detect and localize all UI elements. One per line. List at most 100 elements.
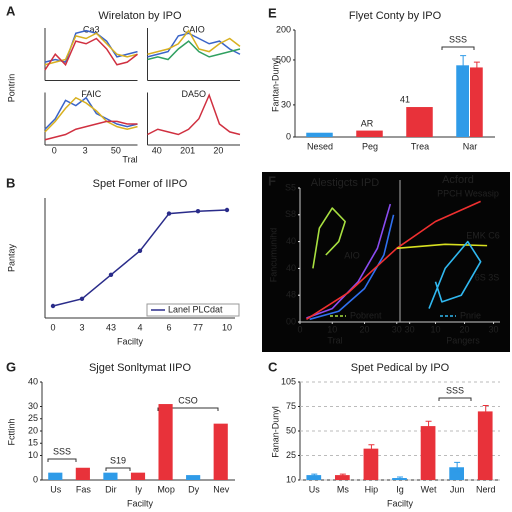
x-tick-label: 20: [213, 145, 223, 155]
line: [52, 209, 228, 307]
x-tick-label: Peg: [362, 141, 378, 151]
y-tick-label: S5: [285, 182, 296, 192]
x-tick-label: Wet: [421, 484, 437, 494]
x-tick-label: Hip: [365, 484, 379, 494]
error-bar: [368, 444, 375, 454]
annotation: PPCH Wesasip: [437, 188, 499, 198]
x-tick-label: Trea: [411, 141, 429, 151]
x-tick-label: 6: [166, 322, 171, 332]
x-tick-label: Dy: [188, 484, 199, 494]
x-tick-label: Nesed: [307, 141, 333, 151]
x-axis-label: Tral: [327, 335, 342, 345]
bar: [406, 107, 433, 137]
bar: [130, 472, 146, 480]
bar: [48, 472, 63, 480]
y-tick-label: 40: [286, 236, 296, 246]
x-tick-label: 30: [392, 324, 402, 334]
y-tick-label: 25: [286, 450, 296, 460]
chart-title: Spet Pedical by IPO: [351, 362, 450, 374]
x-tick-label: 30: [489, 324, 499, 334]
annotation: SSS: [53, 446, 71, 456]
line: [147, 32, 241, 58]
y-tick-label: 50: [286, 425, 296, 435]
line: [147, 93, 241, 136]
y-tick-label: 48: [286, 290, 296, 300]
point: [79, 296, 85, 301]
bracket: [441, 46, 475, 50]
y-tick-label: 00: [286, 316, 296, 326]
x-tick-label: 0: [52, 145, 57, 155]
subplot-label: Ca3: [83, 24, 100, 34]
legend-label: Lanel PLCdat: [168, 304, 223, 314]
line: [44, 120, 138, 141]
x-tick-label: 10: [327, 324, 337, 334]
panel-letter: C: [268, 359, 278, 374]
bracket: [105, 467, 131, 471]
bracket: [438, 397, 472, 401]
x-tick-label: Ms: [337, 484, 349, 494]
y-axis-label: Fcttinh: [6, 418, 16, 445]
x-axis-label: Facilty: [127, 498, 154, 508]
y-tick-label: 40: [28, 376, 38, 386]
y-tick-label: 500: [276, 54, 291, 64]
y-tick-label: 40: [286, 263, 296, 273]
annotation: AR: [361, 118, 374, 128]
point: [108, 272, 114, 277]
y-tick-label: 10: [286, 474, 296, 484]
annotation: AIO: [344, 250, 360, 260]
y-tick-label: 200: [276, 24, 291, 34]
panel-letter: G: [6, 359, 16, 374]
x-tick-label: Dir: [105, 484, 117, 494]
y-axis-label: Pantay: [6, 243, 16, 272]
error-bar: [425, 420, 432, 432]
point: [50, 303, 56, 309]
bar: [186, 475, 201, 480]
point: [195, 209, 201, 214]
x-tick-label: 0: [297, 324, 302, 334]
annotation: 6S 3S: [475, 272, 500, 282]
annotation: S19: [110, 455, 126, 465]
x-tick-label: Nerd: [476, 484, 496, 494]
y-tick-label: 105: [281, 376, 296, 386]
y-tick-label: 10: [28, 450, 38, 460]
chart-subtitle: Acford: [442, 174, 474, 186]
annotation: EMK C6: [466, 230, 500, 240]
x-tick-label: 50: [111, 145, 121, 155]
bar: [456, 65, 469, 137]
x-tick-label: Nar: [463, 141, 478, 151]
x-tick-label: 43: [106, 322, 116, 332]
bracket: [47, 458, 77, 462]
point: [166, 211, 172, 216]
y-axis-label: Fanan-Dunyl: [270, 406, 280, 458]
x-tick-label: Nev: [213, 484, 230, 494]
x-tick-label: Jun: [450, 484, 465, 494]
legend-label: Pnrie: [460, 310, 481, 320]
subplot-label: DA5O: [181, 89, 206, 99]
x-tick-label: Iy: [135, 484, 143, 494]
point: [137, 248, 143, 253]
panel-letter: B: [6, 175, 15, 190]
x-tick-label: Fas: [76, 484, 92, 494]
line: [147, 29, 241, 55]
x-tick-label: 10: [222, 322, 232, 332]
x-tick-label: Ig: [396, 484, 404, 494]
annotation: SSS: [446, 385, 464, 395]
x-tick-label: 4: [137, 322, 142, 332]
y-tick-label: 15: [28, 438, 38, 448]
error-bar: [397, 476, 403, 480]
chart-title: Spet Fomer of IIPO: [93, 178, 188, 190]
panel-letter: A: [6, 3, 16, 18]
bar: [356, 130, 383, 137]
line: [44, 96, 138, 133]
x-tick-label: 40: [152, 145, 162, 155]
y-tick-label: S8: [285, 209, 296, 219]
x-axis-label: Tral: [122, 154, 137, 164]
annotation: SSS: [449, 34, 467, 44]
x-tick-label: 3: [79, 322, 84, 332]
error-bar: [473, 61, 480, 74]
legend-label: Pobrent: [350, 310, 382, 320]
x-tick-label: 20: [460, 324, 470, 334]
line: [309, 214, 395, 321]
x-tick-label: 3: [83, 145, 88, 155]
